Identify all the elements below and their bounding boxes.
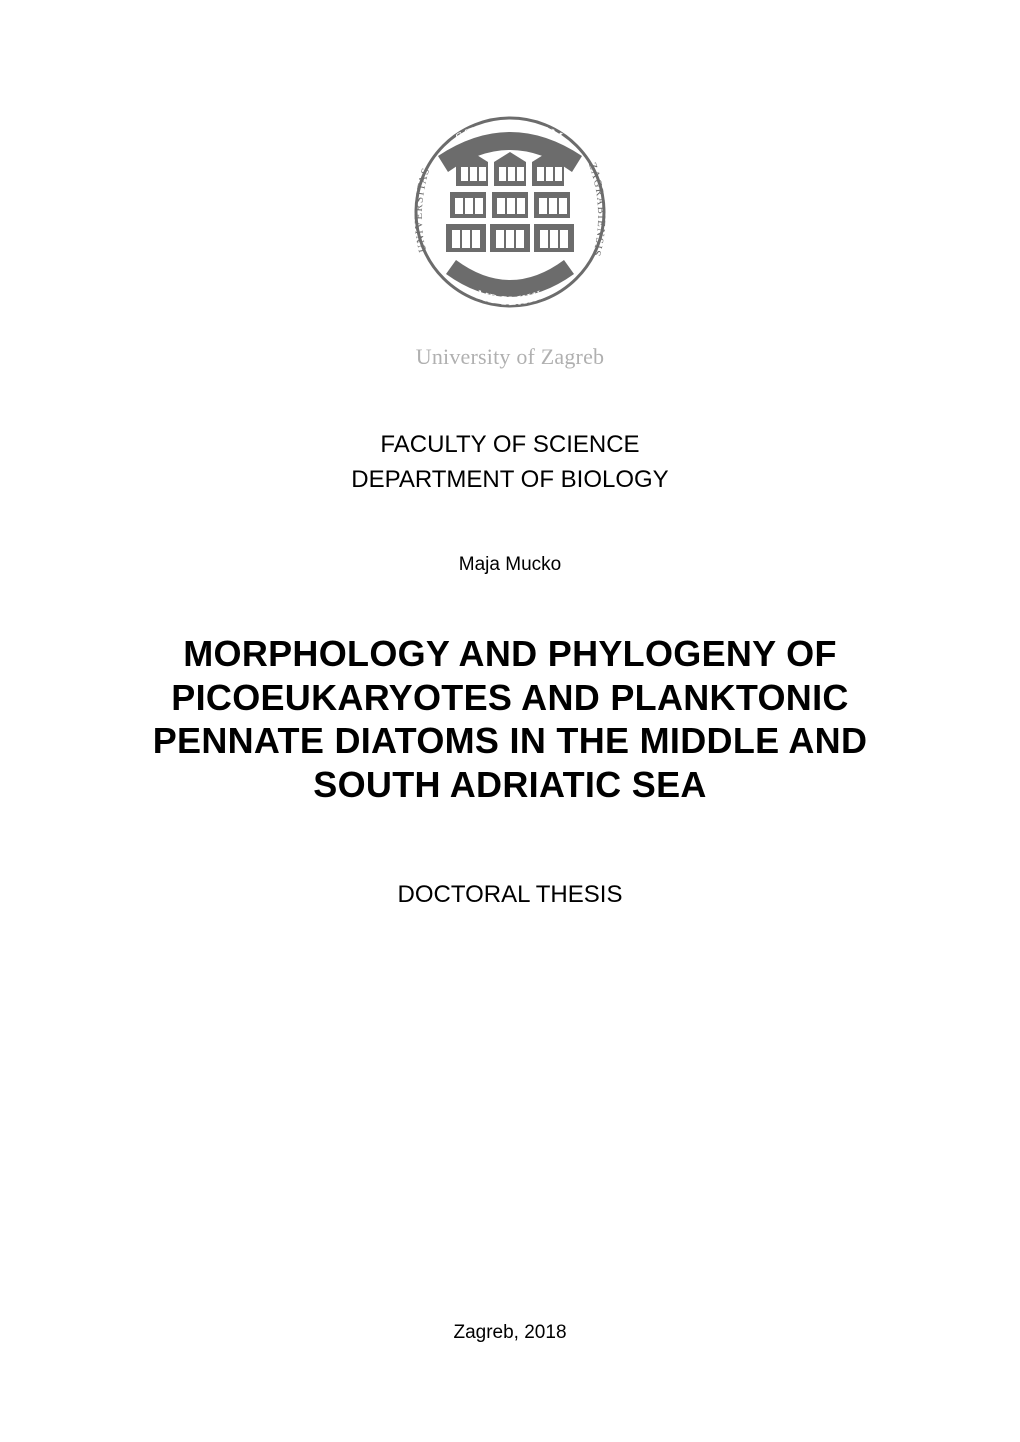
author-name: Maja Mucko	[459, 554, 561, 576]
faculty-name: FACULTY OF SCIENCE	[351, 428, 668, 463]
crest-motto-left: UNIVERSITAS	[413, 166, 433, 254]
title-line: PENNATE DIATOMS IN THE MIDDLE AND	[153, 719, 868, 763]
thesis-title-page: STUDIORUM MDCLXIX UNIVERSITAS ZAGRABIENS…	[0, 0, 1020, 1442]
crest-block: STUDIORUM MDCLXIX UNIVERSITAS ZAGRABIENS…	[410, 110, 610, 370]
crest-motto-right: ZAGRABIENSIS	[586, 161, 607, 258]
title-line: MORPHOLOGY AND PHYLOGENY OF	[153, 632, 868, 676]
department-name: DEPARTMENT OF BIOLOGY	[351, 463, 668, 498]
thesis-title: MORPHOLOGY AND PHYLOGENY OF PICOEUKARYOT…	[149, 632, 872, 808]
university-crest-icon: STUDIORUM MDCLXIX UNIVERSITAS ZAGRABIENS…	[410, 110, 610, 330]
svg-text:ZAGRABIENSIS: ZAGRABIENSIS	[586, 161, 607, 258]
svg-text:UNIVERSITAS: UNIVERSITAS	[413, 166, 433, 254]
title-line: SOUTH ADRIATIC SEA	[153, 763, 868, 807]
thesis-type: DOCTORAL THESIS	[398, 881, 623, 909]
place-year: Zagreb, 2018	[453, 1322, 566, 1344]
university-name: University of Zagreb	[416, 344, 605, 370]
title-line: PICOEUKARYOTES AND PLANKTONIC	[153, 676, 868, 720]
faculty-department-block: FACULTY OF SCIENCE DEPARTMENT OF BIOLOGY	[351, 428, 668, 498]
